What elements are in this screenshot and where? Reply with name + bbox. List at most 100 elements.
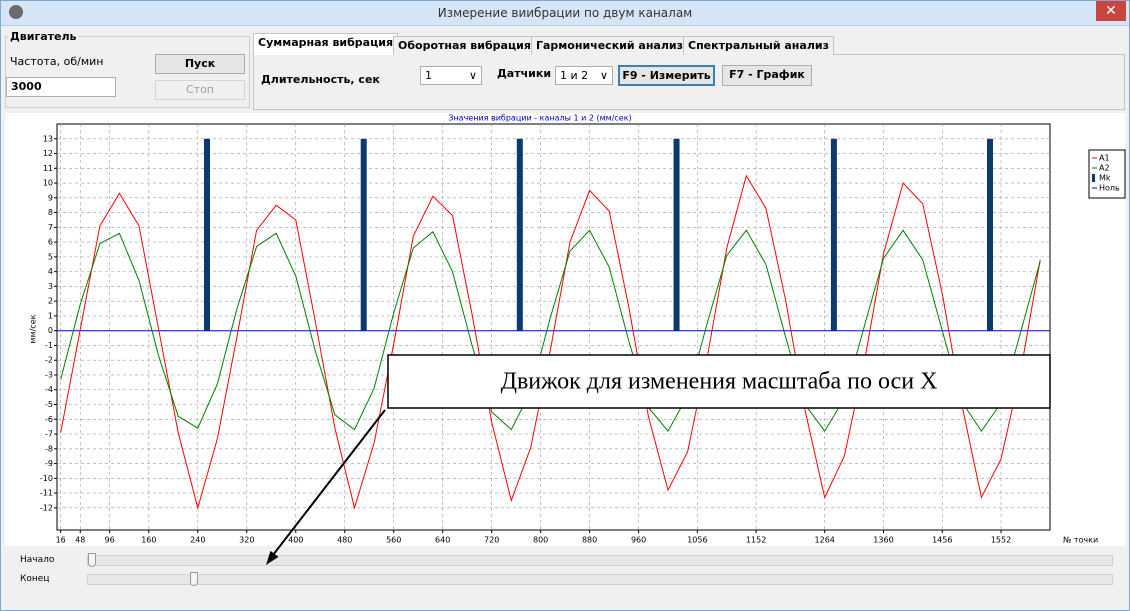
x-tick-label: 96 xyxy=(105,536,115,545)
y-tick-label: 7 xyxy=(48,223,53,232)
tab[interactable]: Оборотная вибрация xyxy=(393,36,536,55)
x-tick-label: 16 xyxy=(56,536,66,545)
start-button[interactable]: Пуск xyxy=(155,54,245,74)
legend-label: Mk xyxy=(1099,174,1111,183)
callout-text: Движок для изменения масштаба по оси X xyxy=(501,369,938,395)
plot-frame xyxy=(56,123,1051,531)
legend-label: Ноль xyxy=(1099,184,1120,193)
y-tick-label: 4 xyxy=(48,267,53,276)
marker-bar xyxy=(516,138,523,331)
legend-label: A1 xyxy=(1099,154,1110,163)
tab[interactable]: Гармонический анализ xyxy=(531,36,689,55)
x-tick-label: 800 xyxy=(533,536,548,545)
measure-button[interactable]: F9 - Измерить xyxy=(618,65,715,86)
legend-symbol xyxy=(1092,174,1095,182)
y-tick-label: 9 xyxy=(48,193,53,202)
marker-bar xyxy=(673,138,680,331)
start-slider[interactable] xyxy=(87,555,1113,566)
x-tick-label: 720 xyxy=(484,536,499,545)
y-tick-label: 5 xyxy=(48,252,53,261)
x-tick-label: 240 xyxy=(190,536,205,545)
duration-select[interactable]: 1 ∨ xyxy=(420,66,482,85)
marker-bar xyxy=(987,138,994,331)
y-tick-label: 12 xyxy=(43,149,53,158)
y-tick-label: -2 xyxy=(45,356,53,365)
slider-thumb[interactable] xyxy=(88,553,96,567)
x-tick-label: 960 xyxy=(631,536,646,545)
plot xyxy=(57,138,1050,510)
sensors-select[interactable]: 1 и 2 ∨ xyxy=(555,66,613,85)
dropdown-arrow: ∨ xyxy=(599,69,608,82)
y-tick-label: 3 xyxy=(48,282,53,291)
chart-title: Значения вибрации - каналы 1 и 2 (мм/сек… xyxy=(448,114,631,123)
end-slider[interactable] xyxy=(87,574,1113,585)
tab[interactable]: Суммарная вибрация xyxy=(253,33,399,55)
y-tick-label: -5 xyxy=(45,400,53,409)
freq-input[interactable]: 3000 xyxy=(6,77,116,97)
y-tick-label: -4 xyxy=(45,385,53,394)
x-axis-label: № точки xyxy=(1063,536,1098,545)
y-tick-label: -8 xyxy=(45,444,53,453)
y-tick-label: 13 xyxy=(43,134,53,143)
y-tick-label: 11 xyxy=(43,164,53,173)
x-tick-label: 400 xyxy=(288,536,303,545)
title-bar: Измерение виибрации по двум каналам ✕ xyxy=(0,0,1130,26)
callout-arrow xyxy=(272,409,386,556)
y-tick-label: 1 xyxy=(48,311,53,320)
callout-box xyxy=(387,354,1051,409)
sensors-label: Датчики xyxy=(497,67,552,80)
x-tick-label: 880 xyxy=(582,536,597,545)
dropdown-arrow: ∨ xyxy=(468,69,477,82)
y-tick-label: 6 xyxy=(48,238,53,247)
y-tick-label: -3 xyxy=(45,370,53,379)
x-tick-label: 160 xyxy=(141,536,156,545)
x-tick-label: 1360 xyxy=(873,536,893,545)
x-tick-label: 1552 xyxy=(991,536,1011,545)
y-tick-label: 10 xyxy=(43,179,53,188)
x-tick-label: 1056 xyxy=(687,536,707,545)
marker-bar xyxy=(360,138,367,331)
y-tick-label: 0 xyxy=(48,326,53,335)
chart-background xyxy=(5,113,1125,546)
group-title: Двигатель xyxy=(8,30,79,43)
x-tick-label: 560 xyxy=(386,536,401,545)
window-title: Измерение виибрации по двум каналам xyxy=(437,6,693,20)
graph-button[interactable]: F7 - График xyxy=(722,65,812,86)
marker-bar xyxy=(830,138,837,331)
y-tick-label: -7 xyxy=(45,430,53,439)
stop-button[interactable]: Стоп xyxy=(155,80,245,100)
slider-thumb[interactable] xyxy=(190,572,198,586)
x-tick-label: 640 xyxy=(435,536,450,545)
y-tick-label: -10 xyxy=(40,474,53,483)
sensors-value: 1 и 2 xyxy=(560,69,589,82)
x-tick-label: 320 xyxy=(239,536,254,545)
y-tick-label: -12 xyxy=(40,503,53,512)
legend-label: A2 xyxy=(1099,164,1110,173)
x-tick-label: 480 xyxy=(337,536,352,545)
series-line xyxy=(60,174,1041,510)
slider-label: Начало xyxy=(20,555,55,565)
y-tick-label: -6 xyxy=(45,415,53,424)
y-tick-label: -11 xyxy=(40,489,53,498)
callout: Движок для изменения масштаба по оси X xyxy=(266,354,1051,565)
x-tick-label: 1152 xyxy=(746,536,766,545)
duration-label: Длительность, сек xyxy=(261,73,380,86)
freq-label: Частота, об/мин xyxy=(10,55,104,68)
x-tick-label: 1264 xyxy=(815,536,835,545)
y-tick-label: -1 xyxy=(45,341,53,350)
series-line xyxy=(60,229,1041,432)
engine-group xyxy=(5,36,250,108)
slider-label: Конец xyxy=(20,574,50,584)
app-icon xyxy=(9,5,23,19)
close-button[interactable]: ✕ xyxy=(1096,1,1126,21)
marker-bar xyxy=(203,138,210,331)
tab[interactable]: Спектральный анализ xyxy=(683,36,834,55)
y-axis-label: мм/сек xyxy=(29,314,38,343)
x-tick-label: 1456 xyxy=(932,536,952,545)
arrow-head xyxy=(266,550,279,565)
y-tick-label: 8 xyxy=(48,208,53,217)
duration-value: 1 xyxy=(425,69,432,82)
